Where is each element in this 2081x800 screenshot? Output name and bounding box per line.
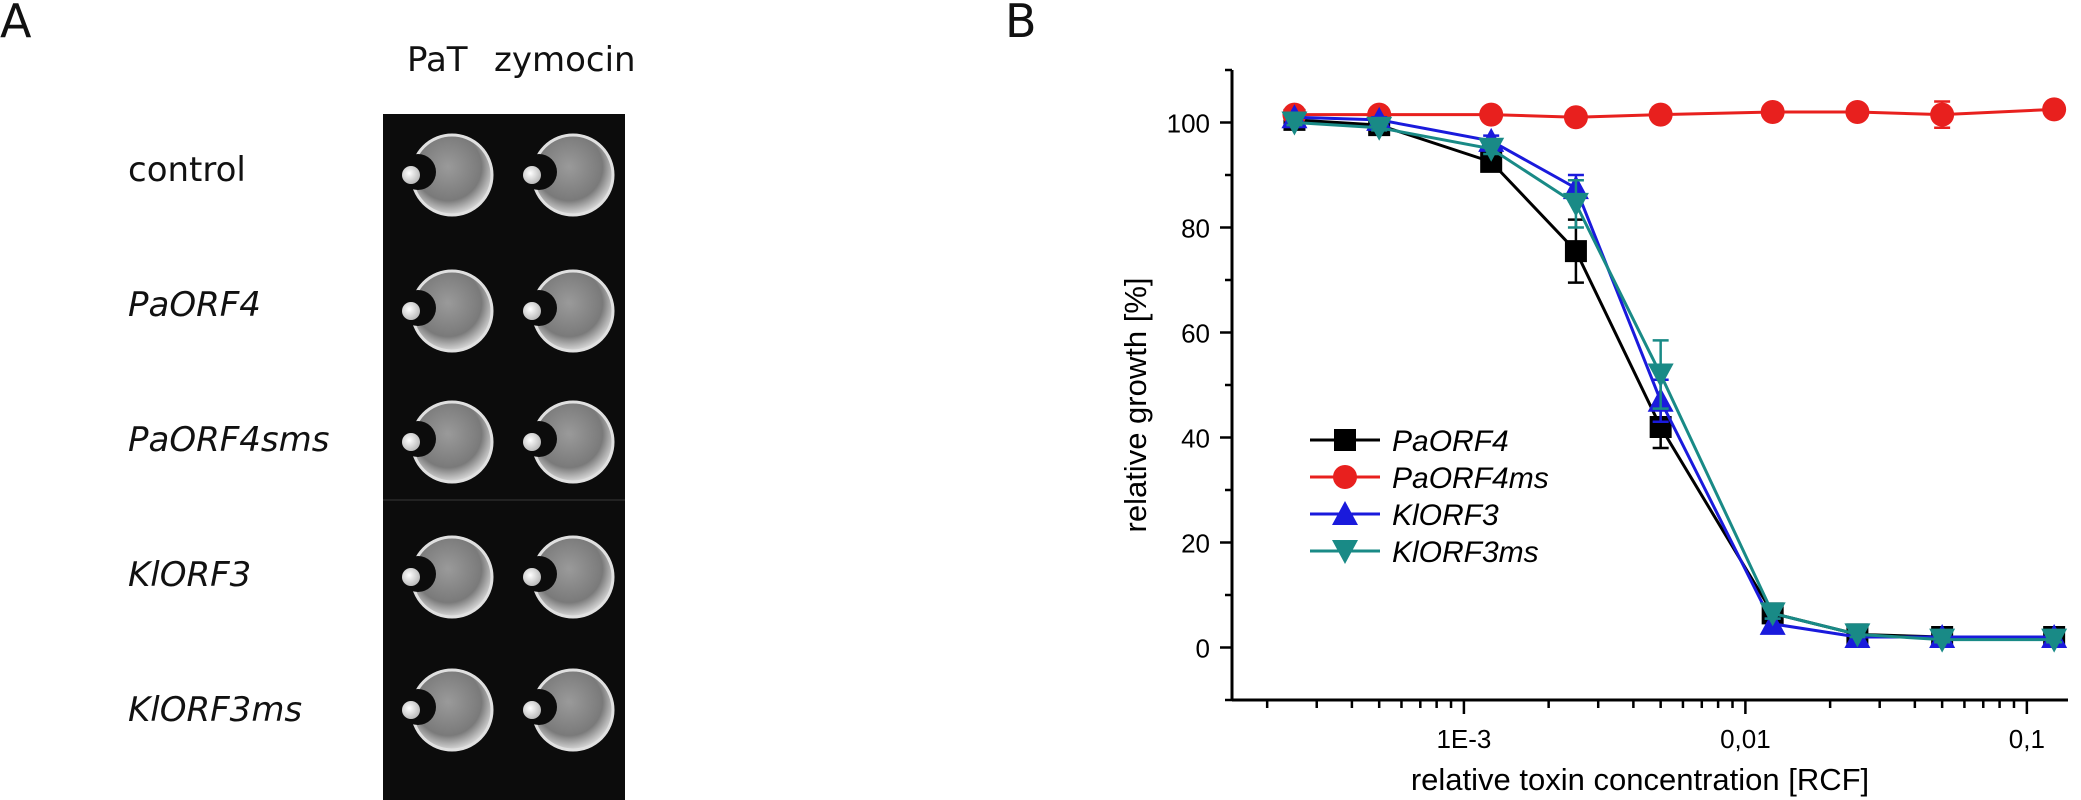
data-point (1281, 111, 1308, 136)
data-point (1759, 602, 1786, 627)
series-PaORF4ms (1282, 97, 2067, 130)
legend-label: KlORF3 (1392, 499, 1499, 532)
legend-label: KlORF3ms (1392, 536, 1539, 569)
data-point (1480, 150, 1503, 173)
toxin-drop (402, 701, 420, 719)
data-point (1648, 102, 1673, 127)
data-point (2041, 628, 2068, 653)
y-tick-label: 80 (1181, 214, 1210, 244)
y-tick-label: 60 (1181, 319, 1210, 349)
row-label-klorf3ms: KlORF3ms (128, 690, 303, 730)
x-tick-label: 0,1 (2009, 724, 2045, 754)
x-axis-label: relative toxin concentration [RCF] (1411, 762, 1869, 797)
panel-letter-a: A (0, 0, 32, 48)
y-tick-label: 0 (1196, 634, 1210, 664)
colony-spot (521, 400, 615, 484)
y-axis-label: relative growth [%] (1118, 278, 1153, 533)
x-tick-label: 1E-3 (1436, 724, 1491, 754)
colony-spot (521, 269, 615, 353)
data-point (1930, 102, 1955, 127)
toxin-drop (402, 166, 420, 184)
legend-marker (1332, 501, 1358, 525)
colony-spot (400, 269, 494, 353)
row-label-paorf4: PaORF4 (128, 285, 261, 325)
legend-marker (1334, 429, 1356, 451)
y-tick-label: 100 (1167, 109, 1210, 139)
toxin-drop (402, 568, 420, 586)
data-point (1845, 100, 1870, 124)
row-label-paorf4sms: PaORF4sms (128, 420, 330, 460)
colony-spot (521, 668, 615, 752)
column-header-pat: PaT (407, 40, 468, 80)
legend-label: PaORF4ms (1392, 462, 1549, 495)
legend-label: PaORF4 (1392, 425, 1509, 458)
toxin-drop (402, 433, 420, 451)
panel-letter-b: B (1005, 0, 1037, 48)
colony-spot (521, 535, 615, 619)
colony-spot (400, 133, 494, 217)
data-point (1478, 137, 1505, 162)
toxin-drop (523, 568, 541, 586)
data-point (1564, 240, 1587, 263)
toxin-drop (523, 433, 541, 451)
data-point (1563, 105, 1588, 130)
data-point (1647, 363, 1674, 388)
series-KlORF3ms (1281, 111, 2068, 653)
colony-spot (400, 668, 494, 752)
data-point (1760, 100, 1785, 124)
data-point (1844, 623, 1871, 648)
data-point (1479, 102, 1504, 127)
toxin-drop (523, 302, 541, 320)
data-point (1366, 116, 1393, 141)
toxin-drop (523, 701, 541, 719)
data-point (2042, 97, 2067, 122)
column-header-zymocin: zymocin (494, 40, 636, 80)
legend-marker (1333, 465, 1357, 489)
row-label-klorf3: KlORF3 (128, 555, 252, 595)
row-label-control: control (128, 150, 246, 190)
toxin-drop (402, 302, 420, 320)
x-tick-label: 0,01 (1720, 724, 1771, 754)
colony-spot (400, 535, 494, 619)
toxin-drop (523, 166, 541, 184)
colony-spot (400, 400, 494, 484)
y-tick-label: 40 (1181, 424, 1210, 454)
data-point (1929, 628, 1956, 653)
data-point (1562, 192, 1589, 217)
legend-marker (1332, 540, 1358, 564)
y-tick-label: 20 (1181, 529, 1210, 559)
legend: PaORF4 PaORF4ms KlORF3 KlORF3ms (1310, 425, 1549, 569)
colony-spot (521, 133, 615, 217)
